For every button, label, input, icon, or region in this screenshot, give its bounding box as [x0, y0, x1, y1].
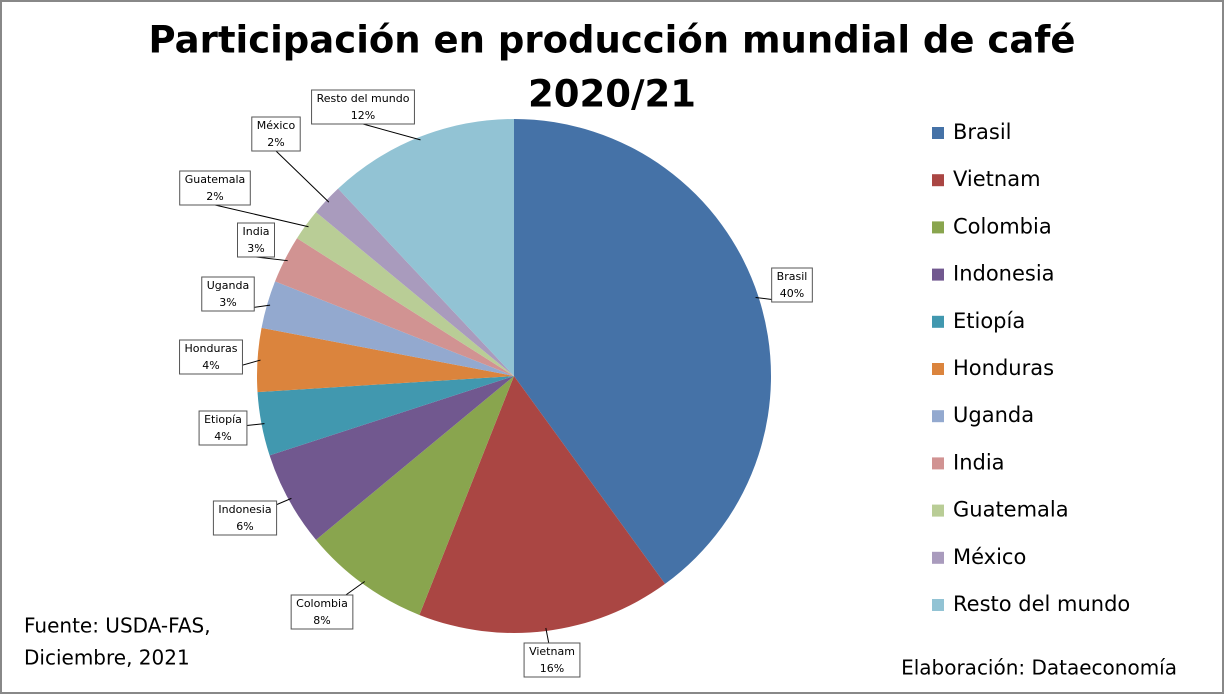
legend-marker: [932, 551, 944, 564]
label-value: 40%: [780, 287, 804, 300]
legend-label: Honduras: [953, 356, 1054, 380]
data-label: Uganda 3%: [201, 276, 255, 312]
label-value: 6%: [236, 520, 253, 533]
label-category: Brasil: [777, 270, 808, 283]
legend-label: Guatemala: [953, 498, 1069, 522]
chart-title: 2020/21: [528, 73, 696, 116]
data-label: Resto del mundo 12%: [311, 89, 415, 125]
label-category: Honduras: [185, 342, 238, 355]
label-value: 3%: [247, 242, 264, 255]
data-label: Indonesia 6%: [212, 500, 278, 536]
leader-line: [275, 150, 330, 203]
pie-slice: [297, 212, 514, 376]
label-value: 16%: [540, 662, 564, 675]
label-box: [179, 170, 251, 206]
label-category: Indonesia: [218, 503, 271, 516]
legend-marker: [932, 174, 944, 187]
leader-line: [214, 204, 309, 228]
label-category: Guatemala: [185, 173, 246, 186]
label-value: 2%: [267, 136, 284, 149]
data-label: México 2%: [251, 116, 301, 152]
label-value: 12%: [351, 109, 375, 122]
legend-marker: [932, 363, 944, 375]
data-label: Etiopía 4%: [198, 410, 248, 446]
label-box: [237, 222, 275, 258]
legend-marker: [932, 315, 944, 328]
chart-title: Participación en producción mundial de c…: [148, 19, 1075, 62]
pie-slice: [315, 188, 514, 376]
pie-slice: [256, 327, 514, 393]
label-category: Resto del mundo: [317, 92, 410, 105]
data-label: Guatemala 2%: [179, 170, 251, 206]
pie-slice: [275, 238, 514, 376]
label-value: 4%: [214, 430, 231, 443]
pie-slice: [315, 376, 514, 615]
source: Fuente: USDA-FAS,: [24, 614, 211, 638]
label-box: [771, 267, 813, 303]
data-label: Honduras 4%: [179, 339, 243, 375]
data-label: India 3%: [237, 222, 275, 258]
leader-line: [362, 123, 421, 141]
label-box: [212, 500, 278, 536]
data-label: Colombia 8%: [290, 594, 354, 630]
legend-label: Etiopía: [953, 309, 1025, 333]
label-value: 2%: [206, 190, 223, 203]
leader-line: [255, 256, 288, 262]
label-box: [198, 410, 248, 446]
label-category: Etiopía: [204, 413, 242, 426]
legend-marker: [932, 127, 944, 139]
legend-marker: [932, 410, 944, 423]
label-box: [290, 594, 354, 630]
label-box: [523, 642, 581, 678]
legend-marker: [932, 599, 944, 611]
label-box: [179, 339, 243, 375]
legend-label: Resto del mundo: [953, 592, 1130, 616]
label-value: 4%: [202, 359, 219, 372]
label-category: Uganda: [207, 279, 249, 292]
label-category: Vietnam: [529, 645, 575, 658]
legend-label: Brasil: [953, 120, 1012, 144]
legend-label: Indonesia: [953, 262, 1055, 286]
label-box: [201, 276, 255, 312]
pie-slice: [514, 119, 771, 584]
pie-slice: [261, 281, 514, 376]
data-label: Vietnam 16%: [523, 642, 581, 678]
legend-marker: [932, 221, 944, 234]
legend-label: India: [953, 450, 1005, 474]
label-box: [251, 116, 301, 152]
source: Diciembre, 2021: [24, 646, 190, 670]
legend-label: Colombia: [953, 214, 1052, 238]
label-value: 8%: [313, 614, 330, 627]
legend-label: Vietnam: [953, 167, 1041, 191]
label-category: India: [243, 225, 270, 238]
label-category: México: [257, 119, 296, 132]
label-category: Colombia: [296, 597, 348, 610]
credit: Elaboración: Dataeconomía: [901, 656, 1177, 680]
pie-slice: [257, 376, 514, 456]
legend-label: Uganda: [953, 403, 1034, 427]
legend-marker: [932, 504, 944, 517]
label-value: 3%: [219, 296, 236, 309]
label-box: [311, 89, 415, 125]
legend-label: México: [953, 545, 1026, 569]
data-label: Brasil 40%: [771, 267, 813, 303]
legend-marker: [932, 457, 944, 470]
pie-slice: [269, 376, 514, 540]
legend-marker: [932, 268, 944, 281]
pie-slice: [338, 119, 514, 376]
pie-slice: [419, 376, 666, 633]
